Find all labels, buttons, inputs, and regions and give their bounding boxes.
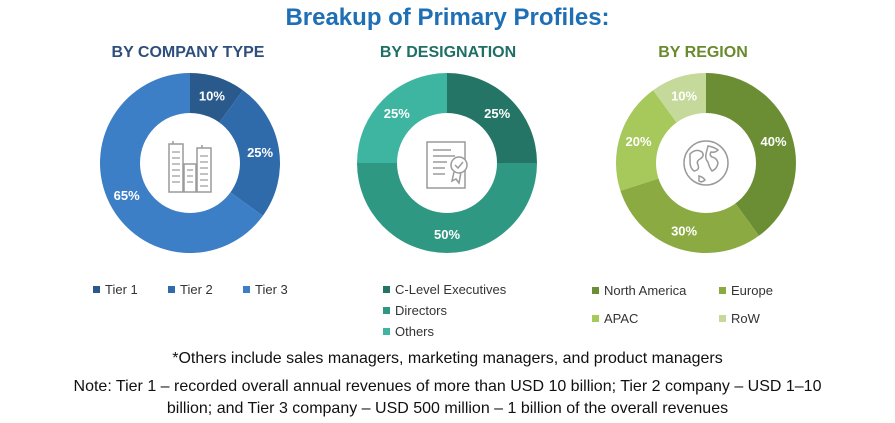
certificate-icon [426, 141, 468, 189]
data-label-tier-2: 25% [247, 145, 273, 160]
data-label-directors: 50% [434, 227, 460, 242]
data-label-tier-1: 10% [199, 89, 225, 104]
legend-item-tier-3: Tier 3 [243, 282, 288, 297]
legend-item-tier-1: Tier 1 [93, 282, 138, 297]
donut-designation: 25% 50% 25% [357, 73, 537, 253]
data-label-row: 10% [671, 89, 697, 104]
legend-item-tier-2: Tier 2 [168, 282, 213, 297]
chart-title-designation: BY DESIGNATION [379, 44, 517, 61]
donut-company-type: 10% 25% 65% [99, 73, 280, 253]
data-label-c-level-executives: 25% [484, 106, 510, 121]
legend-item-others: Others [383, 324, 434, 339]
data-label-others: 25% [384, 106, 410, 121]
buildings-icon [168, 141, 212, 193]
legend-item-directors: Directors [383, 303, 447, 318]
legend-item-c-level: C-Level Executives [383, 282, 506, 297]
chart-title-region: BY REGION [658, 44, 748, 61]
note-others: *Others include sales managers, marketin… [172, 350, 723, 367]
legend-item-row: RoW [719, 311, 760, 326]
legend-item-north-america: North America [592, 283, 686, 298]
globe-icon [683, 140, 729, 186]
note-tier-line-1: Note: Tier 1 – recorded overall annual r… [73, 378, 822, 395]
data-label-north-america: 40% [760, 134, 786, 149]
data-label-tier-3: 65% [114, 188, 140, 203]
data-label-apac: 20% [625, 134, 651, 149]
data-label-europe: 30% [671, 224, 697, 239]
legend-item-apac: APAC [592, 311, 638, 326]
donut-region: 40% 30% 20% 10% [615, 73, 796, 254]
page-title: Breakup of Primary Profiles: [285, 4, 610, 31]
note-tier-line-2: billion; and Tier 3 company – USD 500 mi… [166, 400, 729, 417]
legend-item-europe: Europe [719, 283, 773, 298]
chart-title-company-type: BY COMPANY TYPE [111, 44, 265, 61]
